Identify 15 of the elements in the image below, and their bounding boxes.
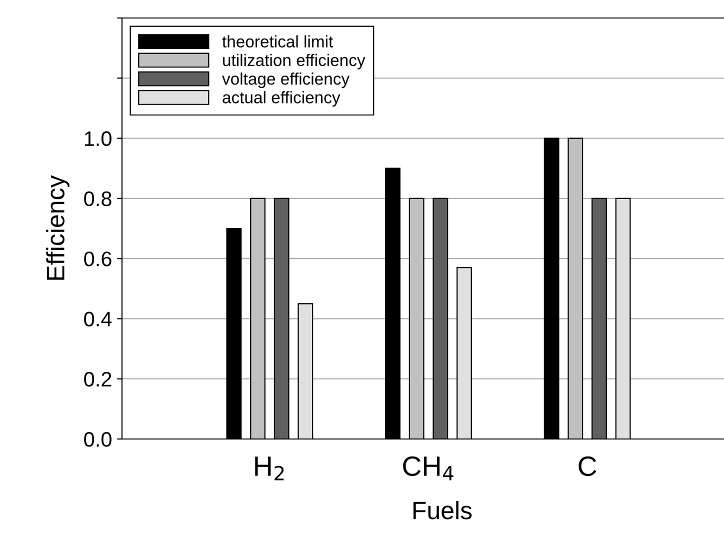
legend-label: utilization efficiency [223,54,366,70]
x-tick-label: H$_{2}$ [255,456,284,480]
y-tick-label: 1.0 [84,131,112,146]
x-axis-title: Fuels [413,501,472,520]
y-tick-label: 0.2 [84,372,112,387]
y-tick-label: 0.8 [84,191,112,206]
x-tick-label: CH$_{4}$ [403,456,454,480]
legend-label: actual efficiency [222,91,340,107]
legend-label: theoretical limit [222,35,334,48]
y-tick-label: 0.6 [84,252,112,266]
legend-label: voltage efficiency [222,72,350,88]
y-axis-title: Efficiency [46,175,70,280]
y-tick-label: 0.0 [84,432,112,447]
x-tick-label: C [578,456,596,476]
y-tick-label: 0.4 [84,312,112,326]
